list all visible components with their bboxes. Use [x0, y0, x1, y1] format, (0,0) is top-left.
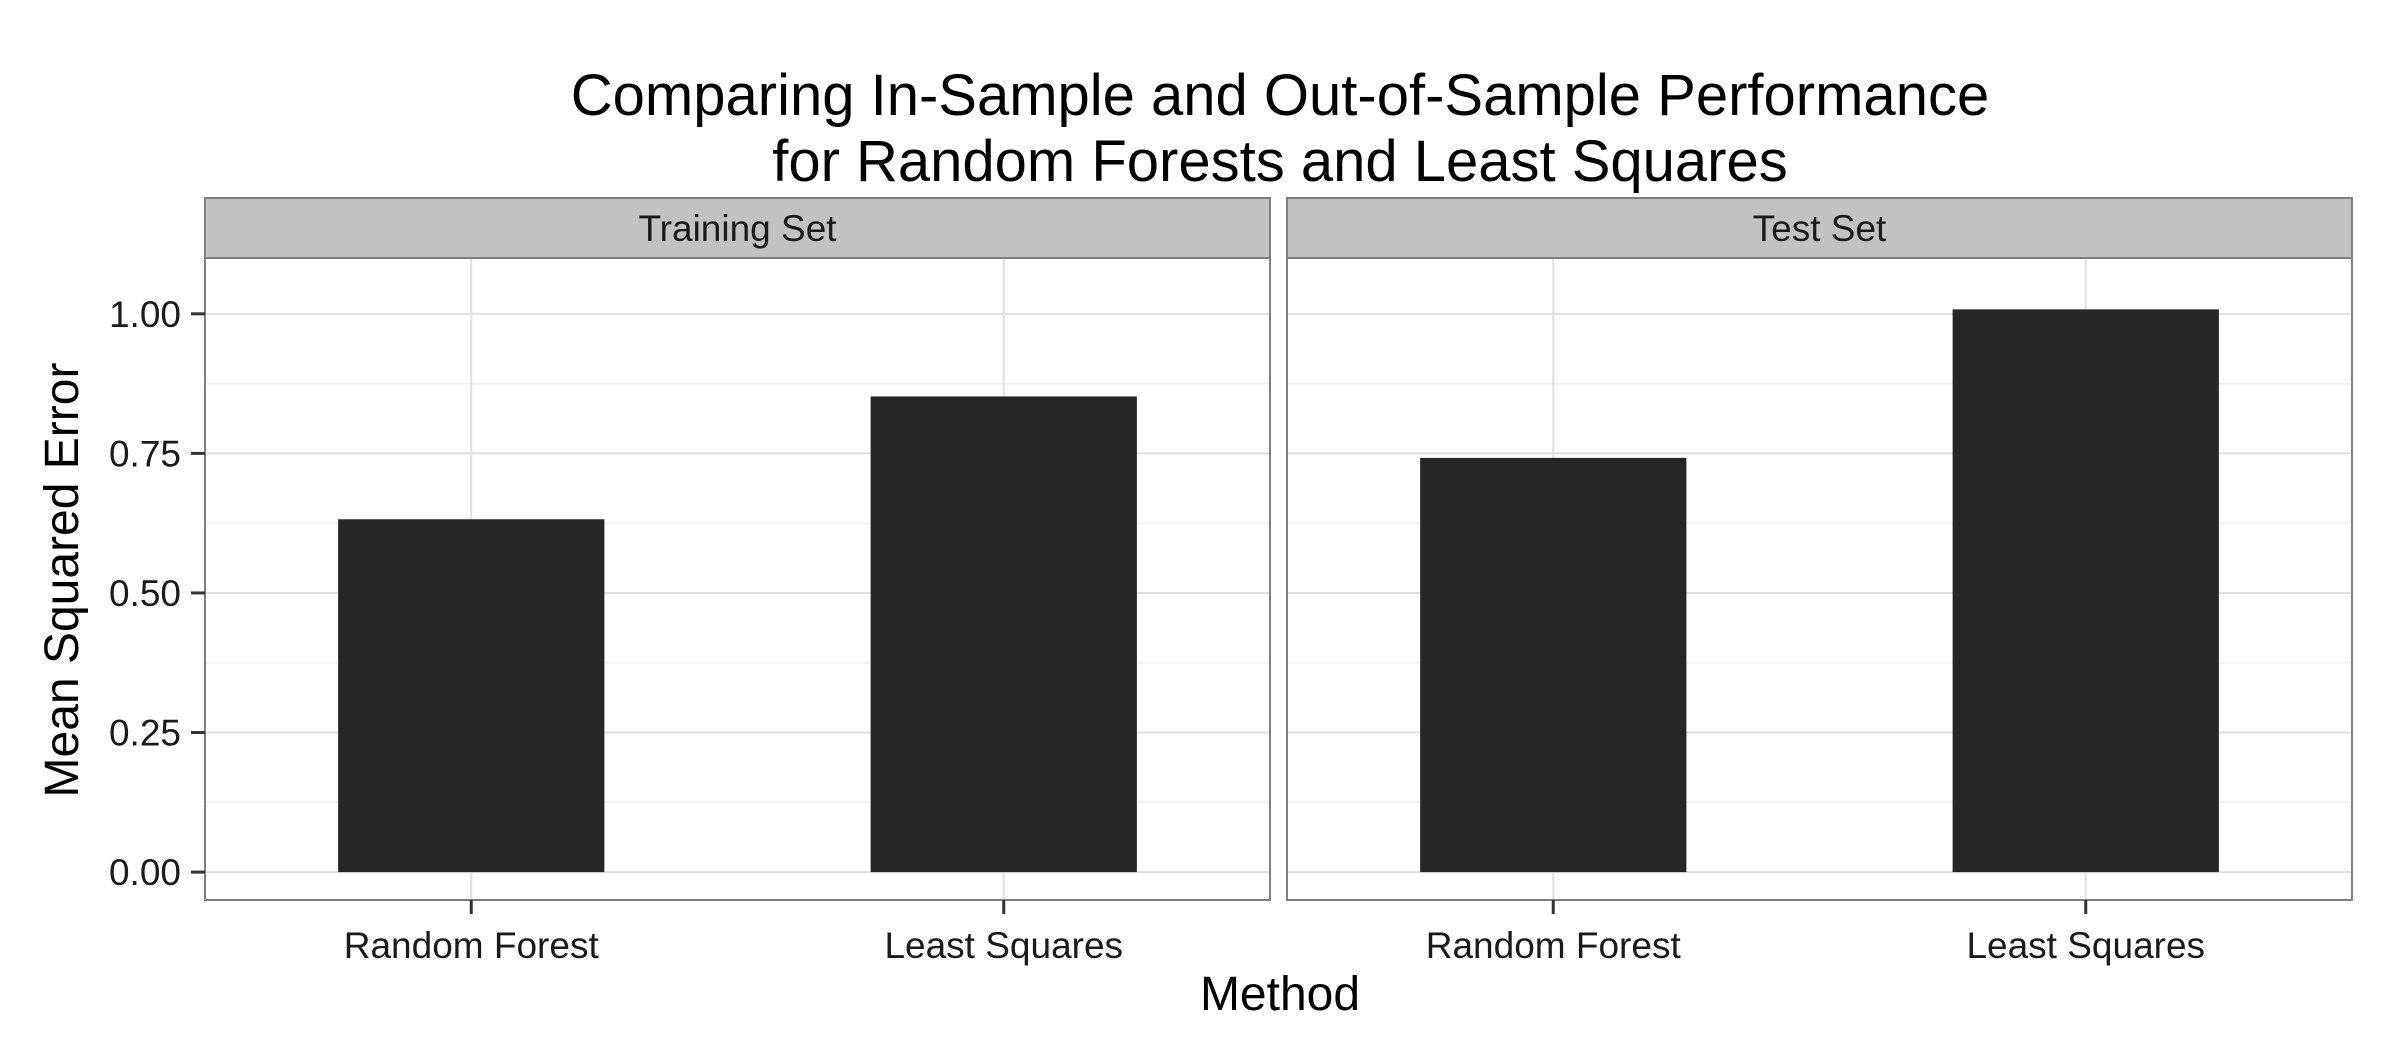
bar-least-squares [1952, 309, 2219, 873]
x-tick-label: Random Forest [1426, 925, 1682, 966]
x-tick-label: Random Forest [344, 925, 600, 966]
bar-least-squares [870, 396, 1137, 873]
bar-random-forest [1420, 457, 1687, 873]
y-axis-title: Mean Squared Error [36, 363, 89, 798]
chart-title-line-2: for Random Forests and Least Squares [772, 129, 1788, 194]
facet-strip-label: Training Set [638, 208, 837, 249]
facet-strip [204, 197, 1271, 259]
y-tick-label: 0.50 [109, 573, 181, 614]
facet-strip-label: Test Set [1753, 208, 1887, 249]
panel-1: Test Set Random Forest Least Squares [1286, 197, 2353, 966]
facet-strip [1286, 197, 2353, 259]
y-axis: 0.00 0.25 0.50 0.75 1.00 [109, 294, 205, 893]
bar-random-forest [338, 519, 605, 873]
chart-title-line-1: Comparing In-Sample and Out-of-Sample Pe… [571, 63, 1989, 128]
x-tick-label: Least Squares [884, 925, 1123, 966]
y-tick-label: 1.00 [109, 294, 181, 335]
y-tick-label: 0.75 [109, 433, 181, 474]
y-tick-label: 0.25 [109, 713, 181, 754]
y-tick-label: 0.00 [109, 852, 181, 893]
x-axis-title: Method [1200, 968, 1360, 1021]
panel-0: Training Set Random Forest Least Squares [204, 197, 1271, 966]
x-tick-label: Least Squares [1966, 925, 2205, 966]
